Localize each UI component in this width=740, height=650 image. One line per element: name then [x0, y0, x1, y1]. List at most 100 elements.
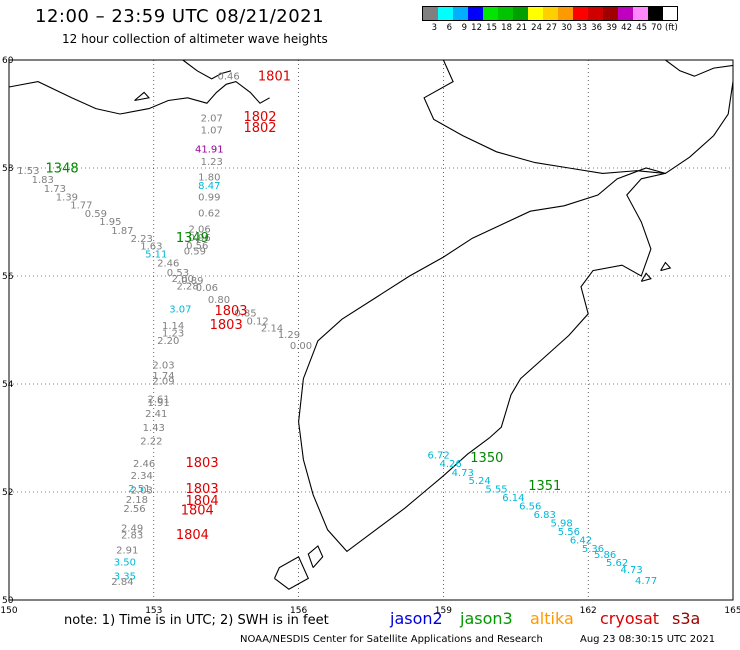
swh-value: 0.56	[186, 241, 208, 252]
swh-value: 1.77	[70, 201, 92, 212]
track-id-label: 1803	[186, 456, 219, 471]
track-id-label: 1804	[181, 504, 214, 519]
track-id-label: 1349	[176, 231, 209, 246]
swh-value: 2.46	[157, 258, 179, 269]
coastline	[307, 545, 324, 568]
swh-value: 5.86	[594, 550, 616, 561]
legend-tick-label: 15	[486, 23, 497, 33]
swh-value: 0.89	[181, 276, 203, 287]
latitude-tick-label: 54	[2, 380, 14, 390]
legend-tick-label: 21	[516, 23, 527, 33]
latitude-tick-label: 56	[2, 272, 14, 282]
swh-value: 1.23	[201, 157, 223, 168]
track-id-label: 1804	[176, 528, 209, 543]
latitude-tick-label: 50	[2, 596, 14, 606]
swh-value: 2.18	[126, 495, 148, 506]
swh-value: 2.20	[157, 336, 179, 347]
legend-unit: (ft)	[665, 23, 678, 33]
legend-tick-label: 36	[591, 23, 602, 33]
longitude-tick-label: 153	[145, 606, 162, 616]
swh-value: 1.74	[152, 371, 174, 382]
track-id-label: 1351	[528, 479, 561, 494]
swh-value: 2.34	[131, 471, 153, 482]
legend-swatch	[528, 7, 543, 20]
legend-swatches	[422, 6, 678, 21]
satellite-name-jason3: jason3	[460, 609, 513, 628]
swh-value: 6.72	[427, 451, 449, 462]
satellite-name-altika: altika	[530, 609, 574, 628]
color-legend: 3 6 9 12 15 18 21 24 27 30 33 36 39 42 45 70 (ft)	[422, 6, 678, 33]
swh-value: 2.91	[116, 546, 138, 557]
legend-tick-label: 9	[461, 23, 467, 33]
swh-value: 0.12	[246, 317, 268, 328]
track-id-label: 1801	[258, 70, 291, 85]
swh-value: 6.83	[534, 510, 556, 521]
longitude-tick-label: 159	[435, 606, 452, 616]
swh-value: 2.83	[121, 530, 143, 541]
swh-value: 2.46	[133, 459, 155, 470]
swh-value: 41.91	[195, 144, 224, 155]
swh-value: 1.91	[147, 398, 169, 409]
swh-value: 2.84	[111, 577, 133, 588]
swh-value: 5.24	[468, 476, 490, 487]
swh-value: 1.23	[162, 328, 184, 339]
legend-swatch	[438, 7, 453, 20]
swh-value: 5.55	[485, 485, 507, 496]
footer-credit: NOAA/NESDIS Center for Satellite Applica…	[240, 634, 543, 645]
swh-value: 0.06	[196, 283, 218, 294]
swh-value: 2.41	[145, 409, 167, 420]
swh-value: 2.06	[189, 224, 211, 235]
longitude-tick-label: 156	[290, 606, 307, 616]
swh-value: 2.14	[261, 324, 283, 335]
track-id-label: 1803	[210, 318, 243, 333]
swh-value: 0.85	[234, 309, 256, 320]
swh-value: 1.87	[111, 226, 133, 237]
swh-value: 0.62	[198, 209, 220, 220]
map-subtitle: 12 hour collection of altimeter wave hei…	[62, 32, 328, 46]
longitude-tick-label: 165	[724, 606, 740, 616]
legend-swatch	[483, 7, 498, 20]
satellite-name-jason2: jason2	[390, 609, 443, 628]
coastline	[665, 59, 734, 77]
swh-value: 1.63	[140, 242, 162, 253]
swh-value: 1.43	[143, 423, 165, 434]
coastline	[182, 59, 232, 80]
swh-value: 2.49	[121, 523, 143, 534]
swh-value: 5.11	[145, 250, 167, 261]
swh-value: 1.83	[32, 175, 54, 186]
latitude-tick-label: 52	[2, 488, 13, 498]
swh-value: 0.59	[184, 246, 206, 257]
swh-value: 1.14	[162, 321, 184, 332]
legend-swatch	[618, 7, 633, 20]
swh-value: 1.53	[17, 166, 39, 177]
swh-value: 2.56	[123, 504, 145, 515]
swh-value: 6.14	[502, 493, 524, 504]
swh-value: 3.07	[169, 305, 191, 316]
legend-tick-label: 6	[446, 23, 452, 33]
swh-value: 8.47	[198, 181, 220, 192]
legend-swatch	[513, 7, 528, 20]
legend-tick-label: 33	[576, 23, 587, 33]
swh-value: 1.80	[198, 172, 220, 183]
swh-value: 0.46	[217, 71, 239, 82]
track-id-label: 1802	[243, 110, 276, 125]
swh-value: 0.59	[85, 209, 107, 220]
swh-value: 5.62	[606, 558, 628, 569]
track-id-label: 1803	[214, 304, 247, 319]
swh-value: 2.09	[152, 377, 174, 388]
swh-value: 0.80	[208, 295, 230, 306]
footer-timestamp: Aug 23 08:30:15 UTC 2021	[580, 634, 716, 645]
legend-swatch	[633, 7, 648, 20]
coastline	[423, 59, 734, 174]
legend-swatch	[648, 7, 663, 20]
latitude-tick-label: 58	[2, 164, 14, 174]
swh-value: 2.23	[131, 234, 153, 245]
legend-swatch	[543, 7, 558, 20]
swh-value: 2.03	[131, 486, 153, 497]
track-id-label: 1803	[186, 482, 219, 497]
coastline	[660, 261, 672, 272]
legend-tick-label: 27	[546, 23, 557, 33]
swh-value: 1.39	[56, 192, 78, 203]
swh-value: 2.51	[128, 484, 150, 495]
